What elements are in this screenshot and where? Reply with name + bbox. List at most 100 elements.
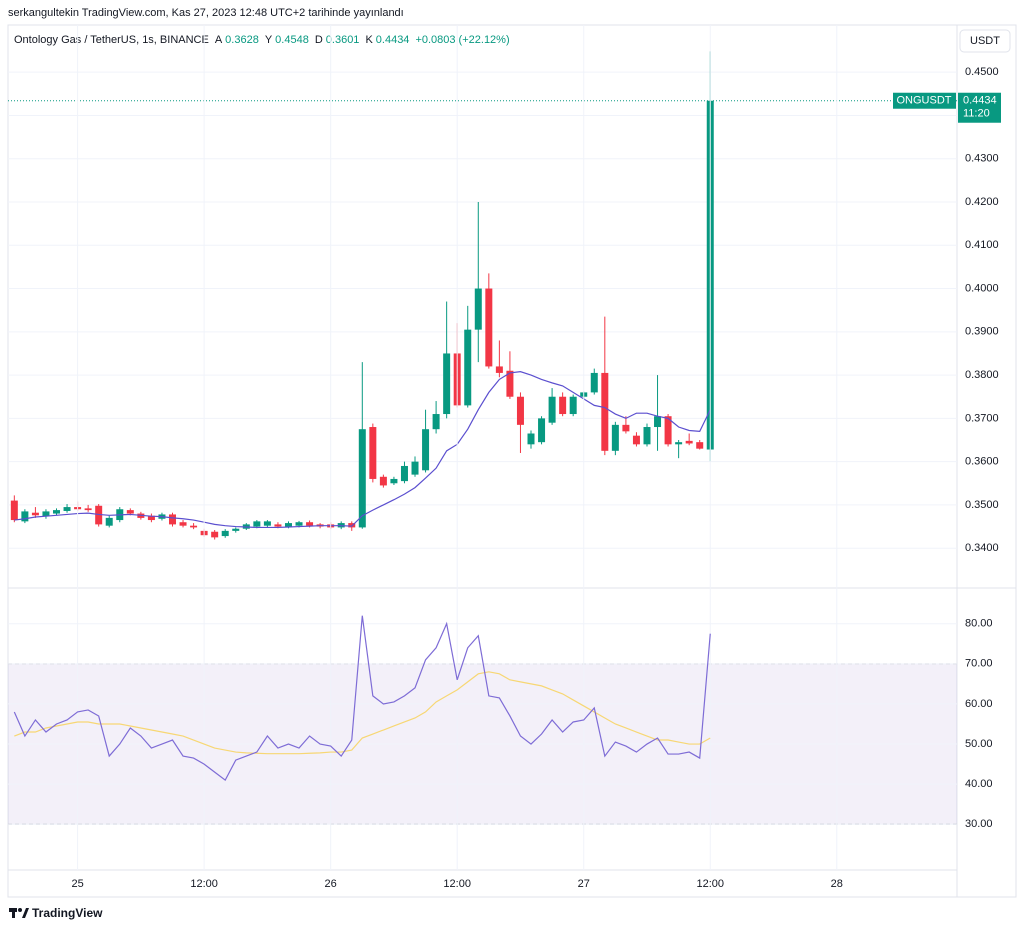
candle-body xyxy=(31,512,39,516)
candle-body xyxy=(147,515,155,521)
candle-body xyxy=(190,525,198,528)
candle-body xyxy=(622,424,630,432)
candle-body xyxy=(390,478,398,484)
candle-body xyxy=(358,429,366,528)
candle-body xyxy=(400,465,408,482)
candle-body xyxy=(42,511,50,517)
y-tick-label: 0.3400 xyxy=(965,542,999,554)
candle-body xyxy=(105,517,113,526)
candle-body xyxy=(284,523,292,527)
x-tick-label: 25 xyxy=(71,878,83,890)
value-high: 0.4548 xyxy=(275,34,309,46)
candle-body xyxy=(263,521,271,526)
currency-label[interactable]: USDT xyxy=(970,35,1000,47)
label-high: Y xyxy=(265,34,273,46)
candle-body xyxy=(179,522,187,526)
y-tick-label: 0.4000 xyxy=(965,282,999,294)
candle-body xyxy=(95,505,103,525)
price-tag-countdown: 11:20 xyxy=(963,108,990,120)
candle-body xyxy=(675,442,683,445)
y-tick-label: 0.3600 xyxy=(965,456,999,468)
candle-body xyxy=(474,288,482,330)
x-tick-label: 12:00 xyxy=(443,878,471,890)
label-open: A xyxy=(215,34,223,46)
value-open: 0.3628 xyxy=(225,34,259,46)
candle-body xyxy=(611,424,619,451)
candle-body xyxy=(601,372,609,451)
candle-body xyxy=(527,433,535,445)
candle-body xyxy=(664,416,672,445)
y-tick-label: 80.00 xyxy=(965,618,993,630)
candle-body xyxy=(126,510,134,514)
candle-body xyxy=(485,288,493,367)
legend-text: Ontology Gas / TetherUS, 1s, BINANCE A 0.3… xyxy=(14,34,510,46)
x-tick-label: 12:00 xyxy=(696,878,724,890)
value-low: 0.3601 xyxy=(326,34,360,46)
y-tick-label: 0.4500 xyxy=(965,66,999,78)
x-tick-label: 12:00 xyxy=(190,878,218,890)
candle-body xyxy=(168,514,176,525)
y-tick-label: 40.00 xyxy=(965,778,993,790)
label-low: D xyxy=(315,34,323,46)
label-close: K xyxy=(365,34,373,46)
candle-body xyxy=(348,523,356,528)
candle-body xyxy=(10,500,18,521)
candle-body xyxy=(516,396,524,425)
frame xyxy=(7,24,1017,898)
y-tick-label: 70.00 xyxy=(965,658,993,670)
footer-brand: TradingView xyxy=(32,906,103,920)
y-tick-label: 0.4200 xyxy=(965,196,999,208)
y-tick-label: 0.3800 xyxy=(965,369,999,381)
symbol-tag-label: ONGUSDT xyxy=(897,95,952,107)
x-tick-label: 27 xyxy=(578,878,590,890)
candle-body xyxy=(369,427,377,479)
candle-body xyxy=(232,528,240,531)
candle-body xyxy=(569,396,577,415)
plot-area: 0.3400 0.3500 0.3600 0.3700 0.3800 0.3900 0.40… xyxy=(8,25,1001,890)
candle-body xyxy=(221,530,229,537)
candle-body xyxy=(422,429,430,471)
y-tick-label: 60.00 xyxy=(965,698,993,710)
candle-body xyxy=(379,476,387,486)
candle-body xyxy=(685,440,693,444)
symbol-title: Ontology Gas / TetherUS, 1s, BINANCE xyxy=(14,34,209,46)
logo xyxy=(9,908,29,918)
candle-body xyxy=(306,522,314,526)
candle-body xyxy=(590,372,598,393)
y-tick-label: 30.00 xyxy=(965,818,993,830)
legend: Ontology Gas / TetherUS, 1s, BINANCE A 0.3… xyxy=(14,34,510,46)
candle-body xyxy=(538,418,546,443)
symbol-tag xyxy=(893,92,956,109)
candle-body xyxy=(464,329,472,406)
y-tick-label: 50.00 xyxy=(965,738,993,750)
candle-body xyxy=(443,353,451,415)
candle-body xyxy=(295,522,303,526)
candle-body xyxy=(643,427,651,445)
candle-body xyxy=(274,524,282,527)
candle-body xyxy=(495,366,503,373)
candle-body xyxy=(559,396,567,415)
candle-body xyxy=(253,521,261,527)
value-close: 0.4434 xyxy=(376,34,410,46)
line xyxy=(14,671,711,755)
x-tick-label: 28 xyxy=(831,878,843,890)
line xyxy=(13,615,711,782)
y-tick-label: 0.4300 xyxy=(965,153,999,165)
candle-body xyxy=(84,508,92,511)
line xyxy=(14,371,711,529)
y-tick-label: 0.4100 xyxy=(965,239,999,251)
candle-body xyxy=(632,435,640,445)
candle-body xyxy=(548,396,556,423)
y-tick-label: 0.3700 xyxy=(965,412,999,424)
y-tick-label: 0.3500 xyxy=(965,499,999,511)
candle-body xyxy=(506,370,514,397)
change: +0.0803 (+22.12%) xyxy=(415,34,509,46)
candle-body xyxy=(21,511,29,522)
candle-body xyxy=(654,416,662,428)
candle-body xyxy=(211,531,219,538)
y-tick-label: 0.3900 xyxy=(965,326,999,338)
candle-body xyxy=(696,442,704,449)
currency-button[interactable] xyxy=(959,29,1011,53)
